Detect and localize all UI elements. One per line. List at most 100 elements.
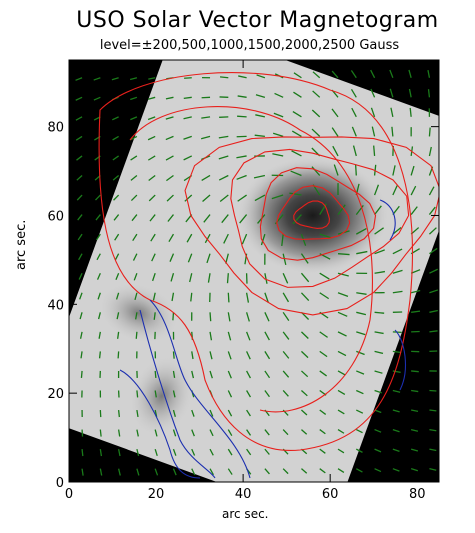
vector-arrow (429, 289, 439, 294)
vector-arrow (227, 409, 233, 417)
vector-arrow (291, 130, 302, 137)
vector-arrow (271, 194, 284, 200)
vector-arrow (392, 165, 396, 176)
vector-arrow (356, 292, 367, 295)
vector-arrow (218, 135, 229, 139)
vector-arrow (75, 96, 83, 101)
vector-arrow (293, 72, 302, 79)
vector-arrow (370, 88, 376, 98)
vector-arrow (311, 166, 321, 176)
vector-arrow (167, 214, 174, 222)
vector-arrow (428, 127, 431, 137)
vector-arrow (429, 409, 437, 412)
vector-arrow (355, 228, 367, 235)
vector-arrow (147, 135, 156, 141)
vector-arrow (93, 96, 101, 101)
vector-arrow (301, 409, 308, 416)
vector-arrow (99, 468, 103, 476)
vector-arrow (130, 96, 138, 101)
vector-arrow (112, 135, 119, 141)
vector-arrow (112, 174, 120, 181)
vector-arrow (264, 312, 270, 322)
positive-contour (98, 72, 413, 451)
vector-arrow (255, 94, 266, 98)
positive-contour (184, 136, 439, 316)
vector-arrow (356, 350, 365, 356)
vector-arrow (337, 311, 348, 317)
vector-arrow (114, 233, 120, 241)
vector-arrow (203, 214, 211, 223)
vector-arrow (319, 233, 332, 239)
vector-arrow (226, 273, 229, 284)
vector-arrow (79, 312, 83, 320)
vector-arrow (172, 468, 177, 476)
vector-arrow (301, 390, 308, 397)
vector-arrow (350, 70, 357, 79)
vector-arrow (202, 194, 211, 202)
positive-contour (276, 185, 351, 240)
vector-arrow (374, 468, 382, 473)
vector-arrow (133, 272, 138, 281)
vector-arrow (209, 370, 213, 379)
vector-arrow (319, 370, 327, 377)
vector-arrow (135, 312, 138, 320)
vector-arrow (95, 194, 101, 201)
vector-arrow (219, 194, 229, 202)
vector-arrow (408, 88, 412, 98)
positive-contours (98, 72, 439, 451)
vector-arrow (154, 370, 157, 378)
vector-arrow (245, 331, 251, 341)
vector-arrow (319, 292, 330, 300)
vector-arrow (291, 150, 302, 157)
vector-arrow (111, 77, 119, 81)
vector-arrow (392, 185, 398, 196)
vector-arrow (410, 206, 418, 215)
vector-arrow (332, 145, 339, 157)
vector-arrow (117, 409, 121, 418)
vector-arrow (429, 468, 437, 471)
vector-arrow (429, 268, 438, 274)
vector-arrow (301, 370, 309, 378)
vector-arrow (132, 253, 138, 261)
vector-arrow (292, 111, 302, 118)
vector-arrow (274, 92, 284, 98)
vector-arrow (95, 214, 101, 221)
vector-arrow (264, 370, 271, 379)
vector-arrow (410, 165, 415, 176)
vector-arrow (337, 204, 346, 215)
chart-title: USO Solar Vector Magnetogram (76, 8, 439, 33)
vector-arrow (337, 350, 347, 357)
vector-arrow (356, 250, 368, 255)
vector-arrow (246, 370, 251, 379)
vector-arrow (77, 214, 83, 221)
vector-arrow (300, 331, 309, 339)
vector-arrow (319, 350, 328, 358)
vector-arrow (201, 174, 211, 182)
vector-arrow (392, 448, 400, 453)
vector-arrow (392, 350, 402, 354)
vector-arrow (209, 468, 215, 476)
vector-arrow (351, 126, 357, 137)
vector-arrow (392, 227, 402, 235)
vector-arrow (312, 90, 321, 98)
vector-arrow (392, 389, 401, 393)
vector-arrow (79, 331, 83, 339)
vector-arrow (264, 390, 270, 398)
vector-arrow (99, 429, 102, 437)
vector-arrow (136, 468, 140, 476)
vector-arrow (427, 70, 431, 78)
vector-arrow (429, 330, 438, 333)
vector-arrow (319, 448, 326, 454)
vector-arrow (333, 164, 339, 176)
x-tick-label: 20 (148, 487, 165, 502)
vector-arrow (374, 270, 386, 274)
vector-arrow (264, 448, 270, 455)
vector-arrow (238, 75, 247, 79)
vector-arrow (117, 468, 121, 476)
vector-arrow (218, 155, 229, 160)
vector-arrow (374, 370, 383, 374)
vector-arrow (282, 253, 287, 266)
vector-arrow (337, 292, 349, 297)
vector-arrow (191, 448, 196, 456)
vector-arrow (337, 272, 349, 277)
